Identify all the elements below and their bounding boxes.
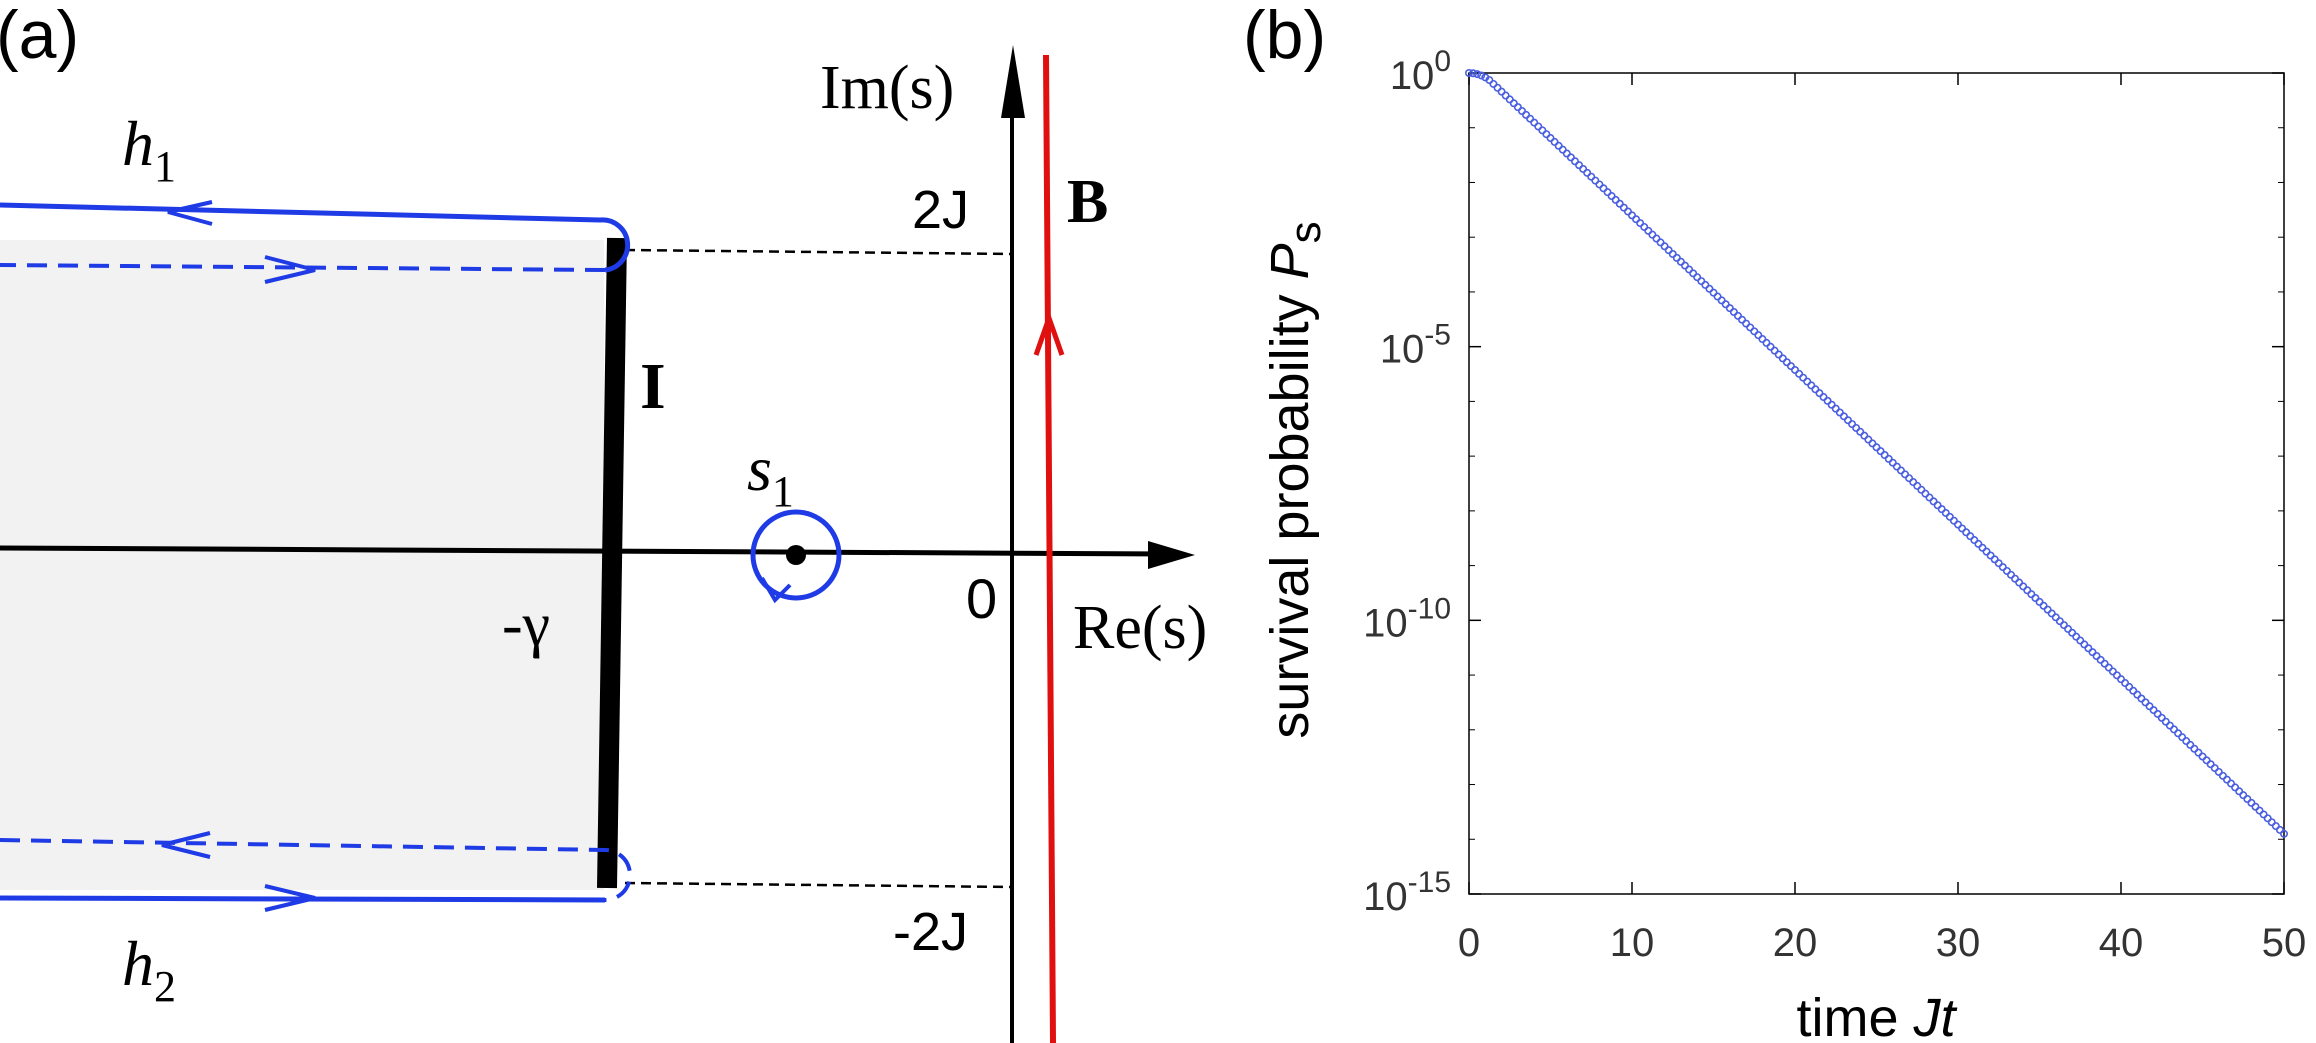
plot-frame: [1468, 72, 2285, 895]
s1-arrow-icon: [760, 576, 792, 604]
s1-label: s1: [747, 433, 794, 516]
y-tick-label: 10-5: [1380, 319, 1451, 372]
data-point: [1473, 70, 1482, 79]
branch-line-B: [1043, 54, 1056, 1043]
data-point: [1465, 69, 1474, 78]
x-axis-label: time Jt: [1796, 988, 1957, 1043]
branch-cut-I: [597, 237, 627, 889]
data-point: [2280, 829, 2289, 838]
x-tick-label: 40: [2099, 921, 2144, 965]
origin-label: 0: [966, 567, 997, 630]
h1-arrow-left-icon: [167, 200, 213, 226]
data-series: [1465, 69, 2289, 838]
real-axis-arrowhead: [1148, 541, 1195, 569]
h1-label: h1: [122, 108, 176, 191]
branch-B-arrow-icon: [1033, 310, 1065, 356]
x-tick-label: 30: [1936, 921, 1981, 965]
h2-arrow-left-icon: [161, 831, 211, 859]
tick-minus2J-label: -2J: [893, 902, 968, 962]
branch-B-label: B: [1067, 168, 1108, 236]
y-tick-label: 100: [1390, 45, 1451, 98]
data-point: [1469, 69, 1478, 78]
panel-a: (a) Im(s) Re(s) 0 2J -2J I B -γ h1 h2 s1: [0, 0, 1207, 1043]
panel-b-label: (b): [1243, 0, 1326, 73]
imag-axis-label: Im(s): [820, 54, 954, 122]
x-tick-label: 20: [1773, 921, 1818, 965]
dashed-2J-line: [624, 248, 1013, 256]
tick-2J-label: 2J: [912, 180, 969, 240]
panel-b: (b) 0 10 20 30 40 50 100 10-5 10-10 10-15 time J…: [1243, 0, 2306, 1043]
h1-arrow-right-icon: [264, 255, 316, 284]
pole-s1-circle: [750, 509, 842, 601]
y-axis-label: survival probability Ps: [1260, 221, 1330, 738]
x-ticks: 0 10 20 30 40 50: [1458, 73, 2306, 965]
y-ticks: 100 10-5 10-10 10-15: [1363, 45, 2284, 919]
real-axis-label: Re(s): [1073, 594, 1207, 662]
pole-s1-dot: [786, 545, 806, 565]
shaded-region: [0, 240, 604, 890]
branch-I-label: I: [640, 350, 666, 423]
h2-label: h2: [122, 928, 176, 1011]
y-tick-label: 10-10: [1363, 592, 1451, 645]
y-tick-label: 10-15: [1363, 866, 1451, 919]
x-tick-label: 0: [1458, 921, 1480, 965]
panel-a-label: (a): [0, 0, 79, 73]
data-point: [1477, 71, 1486, 80]
real-axis: [0, 545, 1171, 557]
dashed-minus2J-line: [624, 881, 1013, 889]
h2-arrow-right-icon: [264, 884, 316, 912]
x-tick-label: 10: [1610, 921, 1655, 965]
gamma-label: -γ: [502, 591, 550, 659]
contour-h2: [0, 831, 632, 912]
contour-h1: [0, 200, 631, 284]
x-tick-label: 50: [2262, 921, 2307, 965]
imag-axis-arrowhead: [1001, 45, 1025, 118]
